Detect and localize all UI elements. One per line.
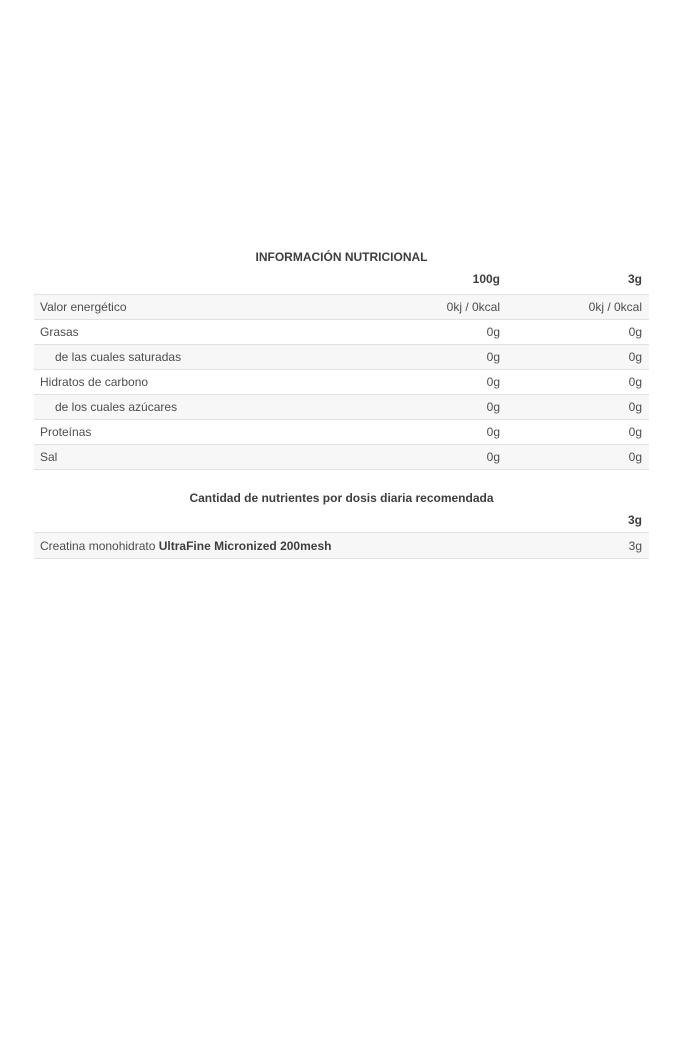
row-label: Proteínas <box>40 425 92 439</box>
dose-table-header: 3g <box>34 511 649 529</box>
row-value-3g: 3g <box>628 538 642 553</box>
row-value-3g: 0g <box>628 325 642 339</box>
header-spacer <box>34 270 372 288</box>
table-row-sal: Sal 0g 0g <box>34 444 649 469</box>
row-label: Creatina monohidrato UltraFine Micronize… <box>34 539 507 553</box>
row-label: Sal <box>40 450 58 464</box>
row-value-100g: 0g <box>486 450 500 464</box>
row-value-3g: 0kj / 0kcal <box>588 300 642 314</box>
row-value-100g: 0g <box>486 375 500 389</box>
row-value-100g: 0g <box>486 400 500 414</box>
row-value-100g: 0kj / 0kcal <box>446 300 500 314</box>
row-label: Valor energético <box>40 300 127 314</box>
table-row-valor-energetico: Valor energético 0kj / 0kcal 0kj / 0kcal <box>34 294 649 319</box>
row-value-3g: 0g <box>628 425 642 439</box>
row-value-3g: 0g <box>628 350 642 364</box>
row-label: Grasas <box>40 325 79 339</box>
row-value-3g: 0g <box>628 375 642 389</box>
dose-table: Creatina monohidrato UltraFine Micronize… <box>34 532 649 559</box>
row-label: de las cuales saturadas <box>55 350 182 364</box>
table-row-azucares: de los cuales azúcares 0g 0g <box>34 394 649 419</box>
row-value-100g: 0g <box>486 425 500 439</box>
nutrition-table-title: INFORMACIÓN NUTRICIONAL <box>255 250 428 264</box>
nutrition-info-panel: INFORMACIÓN NUTRICIONAL 100g 3g Valor en… <box>34 248 649 559</box>
ingredient-name: Creatina monohidrato <box>40 538 159 553</box>
table-row-hidratos: Hidratos de carbono 0g 0g <box>34 369 649 394</box>
row-value-100g: 0g <box>486 325 500 339</box>
column-header-100g: 100g <box>472 272 500 286</box>
column-header-dose-3g: 3g <box>627 513 642 527</box>
nutrition-table: Valor energético 0kj / 0kcal 0kj / 0kcal… <box>34 294 649 470</box>
table-row-saturadas: de las cuales saturadas 0g 0g <box>34 344 649 369</box>
nutrition-table-header: 100g 3g <box>34 270 649 288</box>
row-label: Hidratos de carbono <box>40 375 149 389</box>
table-row-creatina: Creatina monohidrato UltraFine Micronize… <box>34 532 649 558</box>
row-value-3g: 0g <box>628 450 642 464</box>
table-row-proteinas: Proteínas 0g 0g <box>34 419 649 444</box>
row-value-100g: 0g <box>486 350 500 364</box>
ingredient-brand: UltraFine Micronized 200mesh <box>158 538 332 553</box>
row-value-3g: 0g <box>628 400 642 414</box>
table-row-grasas: Grasas 0g 0g <box>34 319 649 344</box>
column-header-3g: 3g <box>627 272 642 286</box>
row-label: de los cuales azúcares <box>55 400 178 414</box>
dose-table-title: Cantidad de nutrientes por dosis diaria … <box>189 491 494 505</box>
header-spacer <box>34 511 507 529</box>
